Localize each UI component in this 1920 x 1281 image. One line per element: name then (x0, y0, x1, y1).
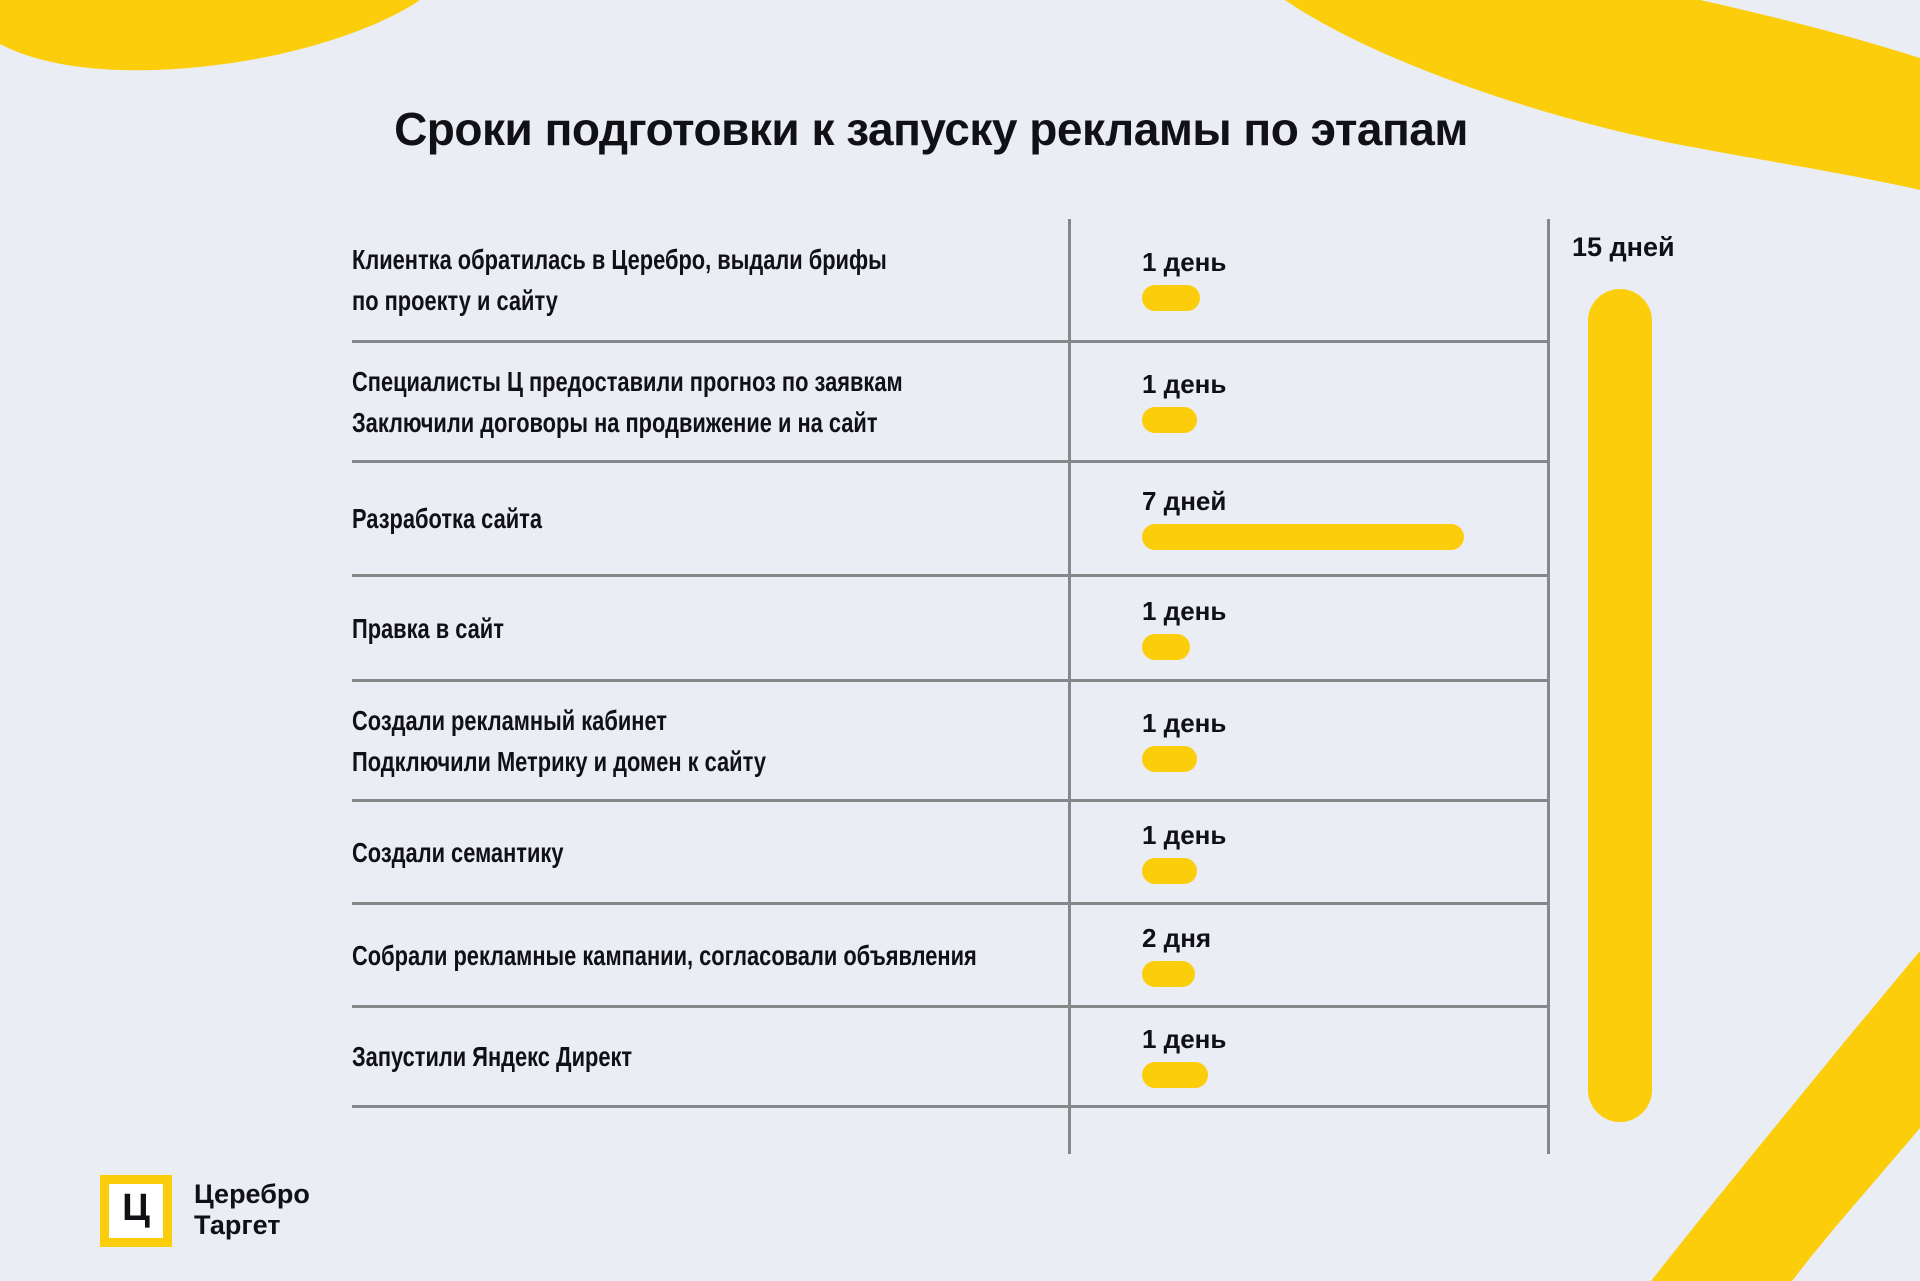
stage-label: Запустили Яндекс Директ (352, 1036, 910, 1077)
duration-bar (1142, 407, 1197, 433)
duration-label: 1 день (1142, 247, 1227, 277)
duration-bar (1142, 633, 1190, 660)
top-right-blob-shape (1285, 0, 1920, 190)
duration-label: 7 дней (1142, 486, 1227, 516)
stage-label-line2: Заключили договоры на продвижение и на с… (352, 406, 878, 438)
duration-bar (1142, 285, 1200, 311)
logo-text-line2: Таргет (194, 1210, 281, 1240)
duration-bar (1142, 960, 1195, 987)
stage-label-line1: Запустили Яндекс Директ (352, 1041, 633, 1072)
logo-text-line1: Церебро (194, 1179, 310, 1209)
table-row: Собрали рекламные кампании, согласовали … (352, 905, 1547, 1008)
total-days-bar (1588, 289, 1652, 1122)
logo-text: Церебро Таргет (194, 1179, 310, 1241)
logo-letter: Ц (122, 1187, 150, 1229)
duration-label: 1 день (1142, 369, 1227, 399)
duration-bar (1142, 524, 1464, 550)
duration-label: 1 день (1142, 819, 1227, 850)
stage-label-line1: Специалисты Ц предоставили прогноз по за… (352, 365, 903, 397)
stage-label-line1: Создали семантику (352, 836, 564, 868)
stage-label-line1: Создали рекламный кабинет (352, 704, 667, 736)
column-divider-left (1068, 219, 1071, 1154)
total-days-label: 15 дней (1572, 232, 1675, 262)
stage-label-line1: Разработка сайта (352, 503, 542, 534)
stage-label: Собрали рекламные кампании, согласовали … (352, 935, 977, 976)
stage-label: Создали рекламный кабинет Подключили Мет… (352, 700, 910, 782)
duration-label: 1 день (1142, 595, 1227, 626)
stage-label-line1: Клиентка обратилась в Церебро, выдали бр… (352, 243, 887, 275)
stage-label: Правка в сайт (352, 608, 910, 649)
cerebro-target-logo: Ц Церебро Таргет (100, 1175, 310, 1247)
duration-bar (1142, 857, 1197, 884)
stage-label-line2: Подключили Метрику и домен к сайту (352, 745, 766, 777)
stage-label: Клиентка обратилась в Церебро, выдали бр… (352, 239, 910, 321)
duration-bar (1142, 746, 1197, 772)
stage-label-line1: Правка в сайт (352, 612, 504, 644)
bottom-right-blob-shape (1651, 951, 1920, 1281)
top-left-blob-shape (0, 0, 420, 71)
table-row: Правка в сайт 1 день (352, 577, 1547, 682)
stage-label: Специалисты Ц предоставили прогноз по за… (352, 361, 910, 443)
table-row: Клиентка обратилась в Церебро, выдали бр… (352, 219, 1547, 343)
table-row: Создали рекламный кабинет Подключили Мет… (352, 682, 1547, 802)
duration-label: 1 день (1142, 1024, 1227, 1054)
stage-label: Разработка сайта (352, 498, 910, 539)
table-row: Разработка сайта 7 дней (352, 463, 1547, 577)
stage-label-line2: по проекту и сайту (352, 284, 558, 316)
duration-label: 2 дня (1142, 922, 1212, 953)
table-row: Специалисты Ц предоставили прогноз по за… (352, 343, 1547, 463)
stage-label: Создали семантику (352, 832, 910, 873)
stages-table: Клиентка обратилась в Церебро, выдали бр… (352, 219, 1547, 1108)
table-row: Создали семантику 1 день (352, 802, 1547, 905)
page-title: Сроки подготовки к запуску рекламы по эт… (394, 103, 1468, 155)
duration-label: 1 день (1142, 708, 1227, 738)
logo-mark-icon: Ц (100, 1175, 172, 1247)
stage-label-line1: Собрали рекламные кампании, согласовали … (352, 939, 977, 971)
table-row: Запустили Яндекс Директ 1 день (352, 1008, 1547, 1108)
duration-bar (1142, 1062, 1208, 1088)
column-divider-right (1547, 219, 1550, 1154)
